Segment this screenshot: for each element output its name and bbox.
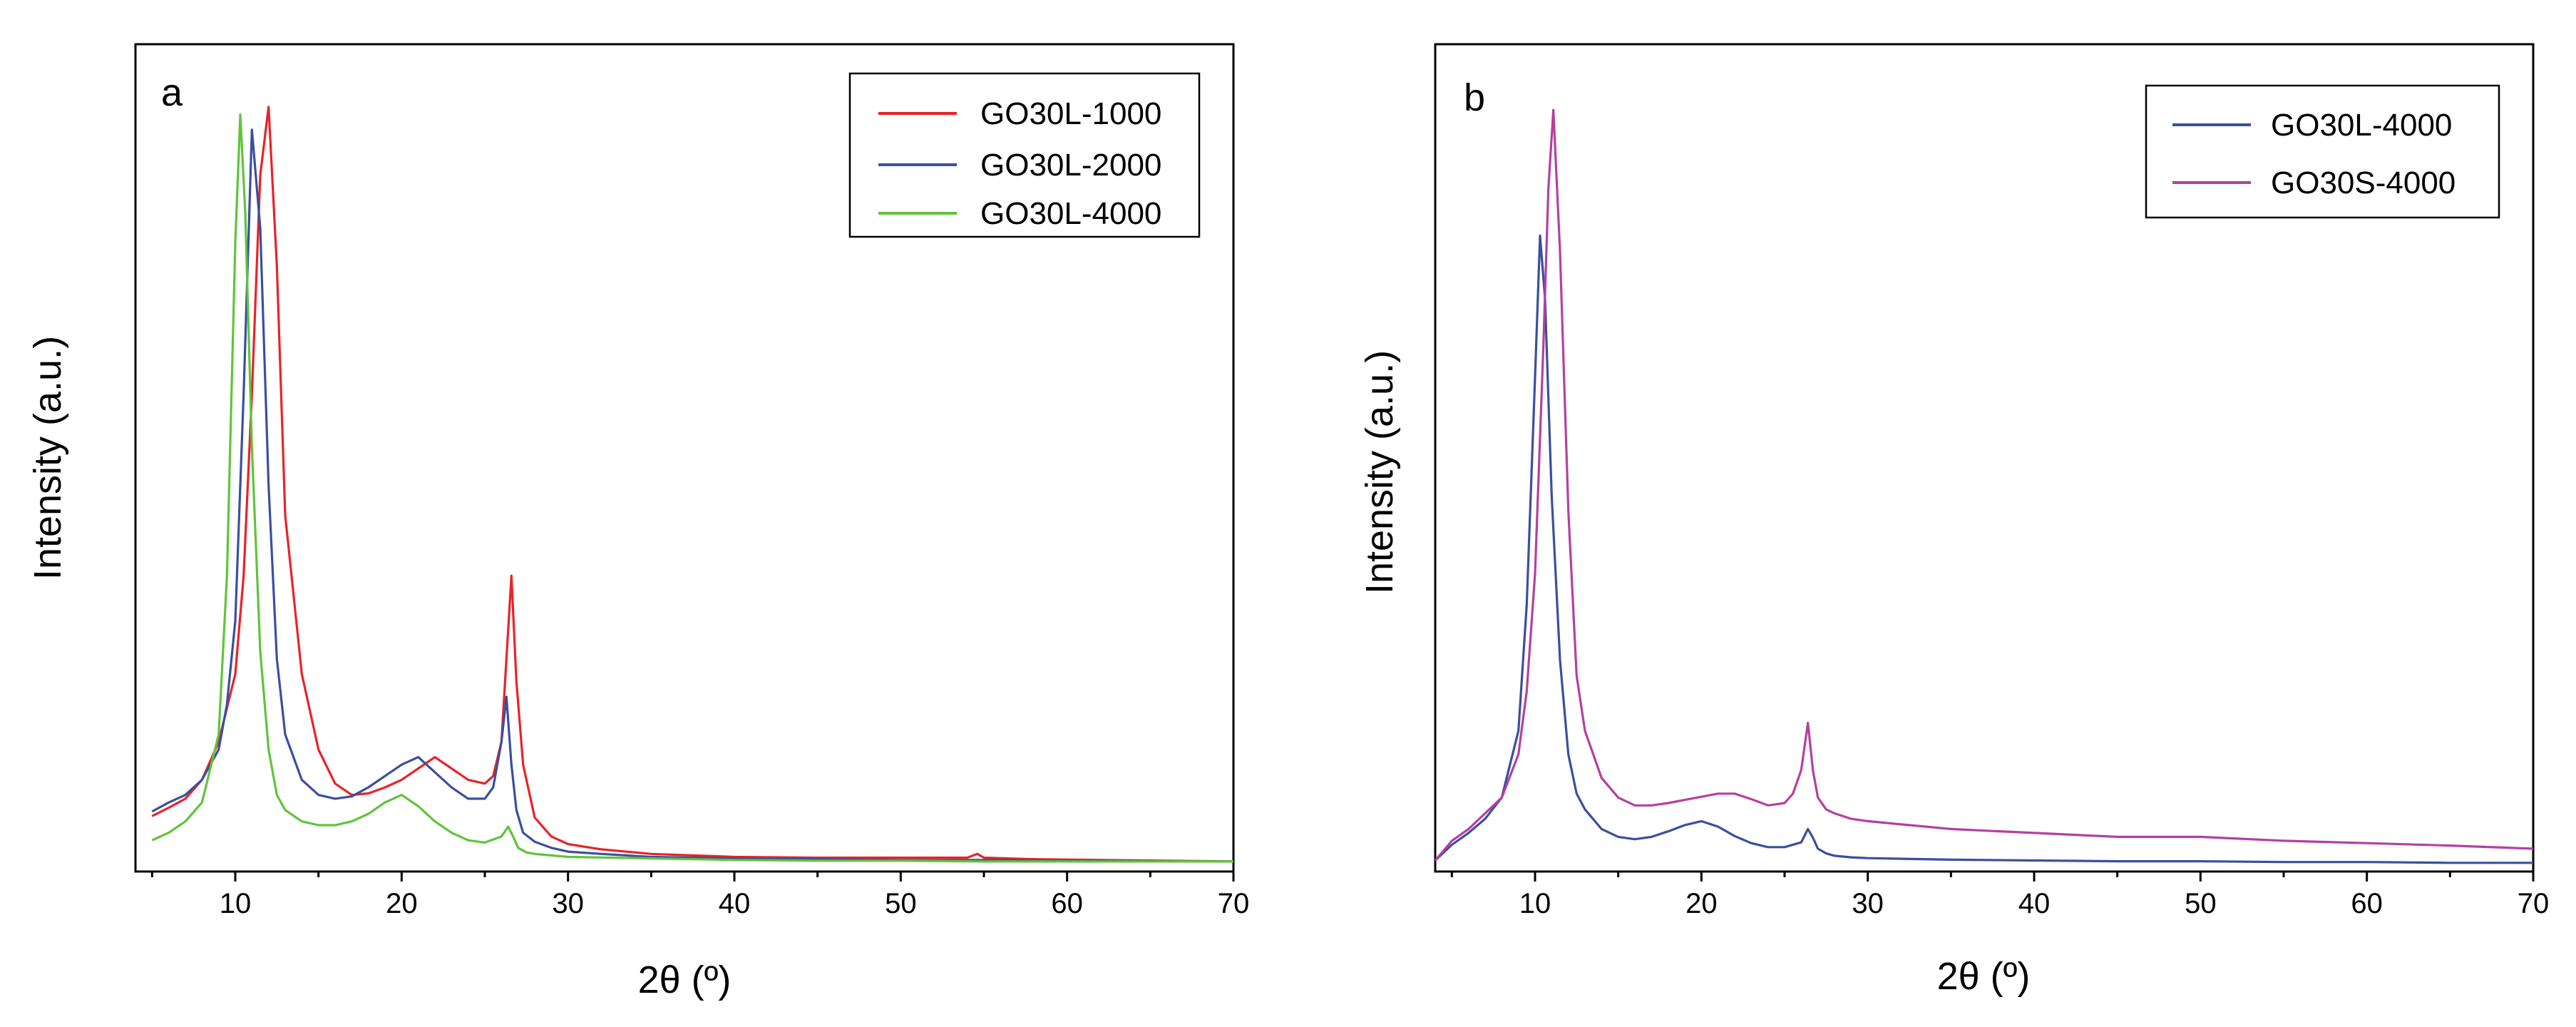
panel-a: a Intensity (a.u.) 2θ (º) 10 20 30 40 50 60 70… <box>26 43 1250 1001</box>
panel-b-x-tick-label-70: 70 <box>2518 888 2550 919</box>
legend-label-go30l-4000: GO30L-4000 <box>980 196 1161 231</box>
panel-b-series <box>1434 108 2534 864</box>
panel-a-x-tick-label-60: 60 <box>1051 888 1083 919</box>
panel-b-x-tick-label-40: 40 <box>2018 888 2051 919</box>
panel-a-series <box>151 106 1234 863</box>
panel-b-legend: GO30L-4000 GO30S-4000 <box>2145 84 2500 219</box>
panel-a-x-axis-title: 2θ (º) <box>638 959 732 1001</box>
panel-a-legend-box <box>848 72 1201 238</box>
panel-b-x-tick-label-10: 10 <box>1519 888 1551 919</box>
panel-a-x-tick-label-70: 70 <box>1218 888 1250 919</box>
panel-b-legend-box <box>2145 84 2500 219</box>
panel-a-x-tick-label-50: 50 <box>885 888 917 919</box>
legend-label-go30l-2000: GO30L-2000 <box>980 148 1161 183</box>
panel-b-x-tick-label-20: 20 <box>1685 888 1718 919</box>
panel-b-series-go30l-4000 <box>1434 234 2533 864</box>
panel-a-x-tick-label-30: 30 <box>552 888 584 919</box>
panel-a-series-go30l-1000 <box>151 106 1234 863</box>
legend-label-b-go30l-4000: GO30L-4000 <box>2271 108 2452 143</box>
panel-b-y-axis-title: Intensity (a.u.) <box>1358 350 1401 594</box>
panel-a-y-axis-title: Intensity (a.u.) <box>26 336 69 580</box>
panel-b-x-ticks: 10 20 30 40 50 60 70 <box>1450 872 2550 919</box>
panel-a-x-tick-label-40: 40 <box>719 888 751 919</box>
panel-a-label: a <box>161 71 183 114</box>
panel-b-x-axis-title: 2θ (º) <box>1937 955 2031 998</box>
panel-b-x-tick-label-30: 30 <box>1852 888 1884 919</box>
panel-b-series-go30s-4000 <box>1434 108 2534 862</box>
panel-b-label: b <box>1464 76 1485 119</box>
panel-b: b Intensity (a.u.) 2θ (º) 10 20 30 40 50 60 70… <box>1358 43 2550 998</box>
panel-b-x-tick-label-50: 50 <box>2185 888 2217 919</box>
panel-b-x-tick-label-60: 60 <box>2351 888 2383 919</box>
panel-a-x-tick-label-20: 20 <box>386 888 418 919</box>
legend-label-go30l-1000: GO30L-1000 <box>980 96 1161 131</box>
panel-a-x-ticks: 10 20 30 40 50 60 70 <box>150 872 1250 919</box>
panel-a-x-tick-label-10: 10 <box>220 888 252 919</box>
panel-b-frame <box>1434 43 2535 873</box>
panel-a-legend: GO30L-1000 GO30L-2000 GO30L-4000 <box>848 72 1201 238</box>
panel-a-frame <box>134 43 1235 873</box>
panel-a-series-go30l-2000 <box>151 128 1233 863</box>
legend-label-b-go30s-4000: GO30S-4000 <box>2271 165 2456 200</box>
panel-a-series-go30l-4000 <box>151 113 1233 863</box>
